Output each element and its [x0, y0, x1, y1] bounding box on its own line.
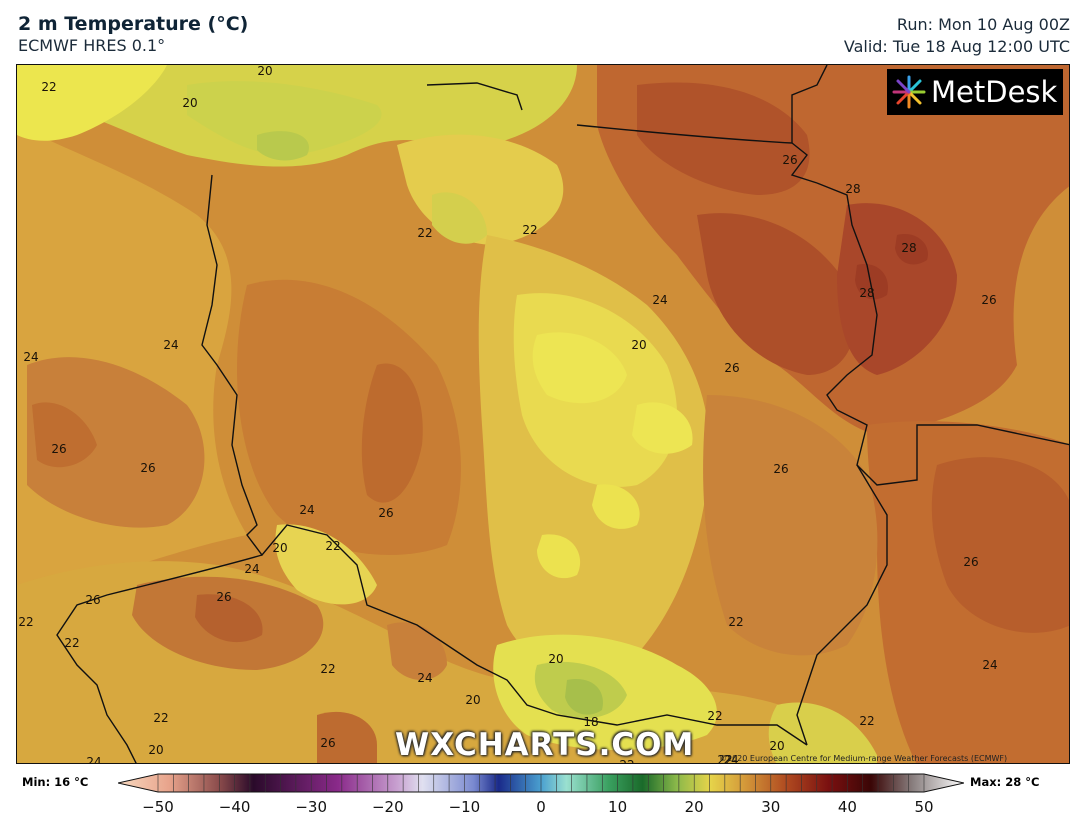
- contour-label: 24: [299, 503, 315, 517]
- legend-min-label: Min: 16 °C: [22, 775, 89, 789]
- contour-label: 24: [163, 338, 179, 352]
- contour-label: 26: [773, 462, 789, 476]
- north-west-yellow-zone: [17, 65, 167, 141]
- model-name: ECMWF HRES 0.1°: [18, 36, 166, 55]
- run-time: Run: Mon 10 Aug 00Z: [896, 15, 1070, 34]
- east-middle-zone: [703, 395, 878, 656]
- south-warm-patch: [387, 622, 447, 680]
- east-hot-core: [697, 213, 855, 375]
- east-border-hot-core: [837, 203, 957, 375]
- temperature-colorbar: [118, 773, 964, 793]
- contour-label: 28: [845, 182, 861, 196]
- contour-label: 22: [417, 226, 433, 240]
- map-title: 2 m Temperature (°C): [18, 13, 249, 35]
- contour-label: 20: [548, 652, 564, 666]
- south-east-warm-core: [931, 457, 1069, 633]
- valid-time: Valid: Tue 18 Aug 12:00 UTC: [843, 37, 1070, 56]
- contour-label: 22: [522, 223, 538, 237]
- contour-label: 22: [64, 636, 80, 650]
- contour-label: 20: [769, 739, 785, 753]
- contour-label: 26: [51, 442, 67, 456]
- contour-label: 26: [378, 506, 394, 520]
- colorbar-tick-label: 20: [684, 798, 704, 816]
- contour-label: 22: [320, 662, 336, 676]
- contour-label: 26: [140, 461, 156, 475]
- contour-label: 26: [981, 293, 997, 307]
- contour-label: 20: [257, 64, 273, 78]
- contour-label: 28: [901, 241, 917, 255]
- temperature-map: MetDesk 22 20 20 22 22 24 24 26 26 24 26 20 22 24 26 22…: [16, 64, 1070, 764]
- ecmwf-copyright: ©2020 European Centre for Medium-range W…: [719, 754, 1008, 763]
- contour-label: 26: [782, 153, 798, 167]
- colorbar-tick-label: 40: [837, 798, 857, 816]
- central-cool-patch: [532, 332, 627, 404]
- colorbar-tick-label: 0: [536, 798, 546, 816]
- contour-label: 26: [963, 555, 979, 569]
- south-warm-core: [317, 711, 377, 763]
- header-left: 2 m Temperature (°C) ECMWF HRES 0.1°: [18, 12, 248, 56]
- country-borders: [56, 65, 1069, 763]
- contour-label: 20: [465, 693, 481, 707]
- east-hot-max-patch-north: [895, 234, 928, 265]
- contour-label: 20: [631, 338, 647, 352]
- contour-label: 22: [18, 615, 34, 629]
- contour-label: 24: [723, 753, 739, 764]
- baltic-sea-cool-zone: [187, 81, 382, 156]
- colorbar-tick-label: 30: [761, 798, 781, 816]
- metdesk-logo: MetDesk: [887, 69, 1063, 115]
- colorbar-tick-label: −10: [448, 798, 481, 816]
- contour-label: 22: [619, 758, 634, 763]
- contour-label: 24: [652, 293, 668, 307]
- contour-label: 26: [724, 361, 740, 375]
- contour-label: 24: [86, 755, 102, 764]
- west-warm-zone: [27, 357, 205, 528]
- contour-label: 20: [148, 743, 164, 757]
- colorbar-tick-label: 50: [914, 798, 934, 816]
- west-warm-pocket: [32, 402, 97, 468]
- north-coast-cool-patch: [432, 192, 487, 244]
- carpathian-yellow-zone: [275, 524, 377, 605]
- contour-label: 24: [23, 350, 39, 364]
- tatra-cold-core: [565, 679, 603, 715]
- contour-label: 28: [859, 286, 875, 300]
- header-right: Run: Mon 10 Aug 00Z Valid: Tue 18 Aug 12…: [844, 14, 1070, 58]
- baltic-coastal-cool-patch: [257, 131, 309, 161]
- colorbar-tick-label: −30: [295, 798, 328, 816]
- contour-label: 24: [244, 562, 260, 576]
- south-west-warm-core: [195, 594, 263, 643]
- contour-label: 20: [272, 541, 288, 555]
- contour-label: 18: [583, 715, 599, 729]
- central-cool-patch-east: [632, 402, 693, 454]
- legend-max-label: Max: 28 °C: [970, 775, 1040, 789]
- south-east-yellow-patch: [768, 702, 877, 763]
- colorbar-tick-label: −50: [142, 798, 174, 816]
- contour-label: 22: [325, 539, 341, 553]
- contour-label: 22: [859, 714, 875, 728]
- contour-label: 24: [982, 658, 998, 672]
- contour-label: 22: [153, 711, 169, 725]
- colorbar-tick-label: 10: [608, 798, 628, 816]
- contour-label: 26: [216, 590, 232, 604]
- contour-label: 22: [717, 753, 733, 764]
- contour-label: 26: [85, 593, 101, 607]
- map-canvas: [17, 65, 1069, 763]
- contour-label: 26: [320, 736, 336, 750]
- colorbar-tick-label: −20: [371, 798, 404, 816]
- wxcharts-watermark: WXCHARTS.COM: [395, 727, 695, 763]
- contour-label: 20: [182, 96, 198, 110]
- metdesk-logo-text: MetDesk: [931, 75, 1058, 109]
- metdesk-logo-icon: [892, 75, 926, 109]
- contour-label: 22: [707, 709, 723, 723]
- contour-label: 24: [417, 671, 433, 685]
- east-hot-max-patch: [855, 264, 888, 300]
- contour-label: 22: [728, 615, 744, 629]
- central-cool-patch-southwest: [537, 534, 581, 579]
- central-cool-patch-south: [592, 484, 640, 529]
- contour-label: 22: [41, 80, 57, 94]
- central-west-warm-core: [361, 363, 423, 503]
- colorbar-tick-label: −40: [218, 798, 251, 816]
